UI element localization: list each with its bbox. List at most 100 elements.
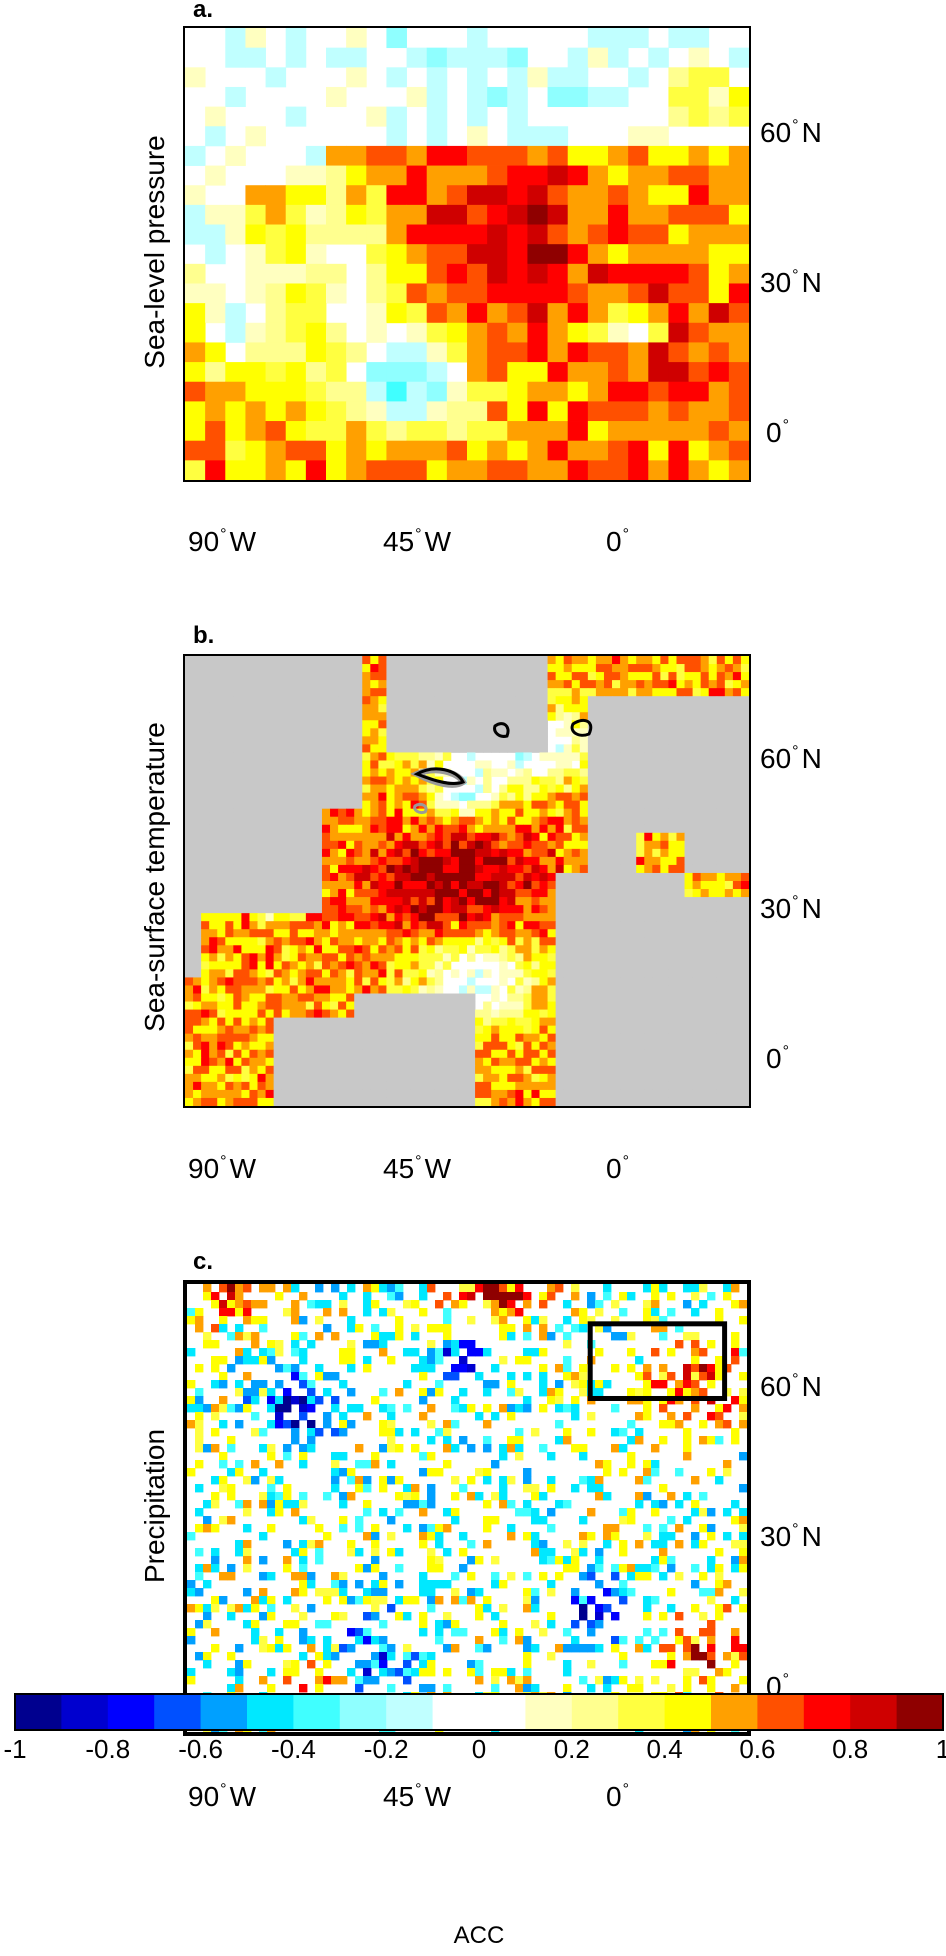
acc-grid-cell <box>395 1444 404 1453</box>
acc-grid-cell <box>289 881 299 890</box>
acc-grid-cell <box>217 969 226 978</box>
acc-grid-cell <box>243 1404 252 1413</box>
acc-grid-cell <box>668 145 689 166</box>
acc-grid-cell <box>660 656 669 665</box>
acc-grid-cell <box>507 1332 516 1341</box>
acc-grid-cell <box>297 897 307 906</box>
acc-grid-cell <box>531 720 540 729</box>
acc-grid-cell <box>644 864 653 874</box>
acc-grid-cell <box>235 1380 244 1389</box>
acc-grid-cell <box>732 1057 742 1067</box>
acc-grid-cell <box>636 1049 645 1059</box>
acc-grid-cell <box>595 688 605 697</box>
acc-grid-cell <box>273 808 283 818</box>
acc-grid-cell <box>688 303 710 324</box>
acc-grid-cell <box>483 720 492 729</box>
acc-grid-cell <box>267 1388 276 1397</box>
acc-grid-cell <box>483 1097 492 1106</box>
acc-grid-cell <box>434 1017 444 1027</box>
acc-grid-cell <box>507 1041 516 1051</box>
acc-grid-cell <box>688 283 710 304</box>
acc-grid-cell <box>330 824 339 834</box>
acc-grid-cell <box>547 937 557 946</box>
acc-grid-cell <box>628 67 649 88</box>
acc-grid-cell <box>732 840 742 850</box>
acc-grid-cell <box>691 1364 700 1373</box>
acc-grid-cell <box>692 848 702 858</box>
acc-grid-cell <box>402 1081 411 1091</box>
acc-grid-cell <box>636 977 645 986</box>
acc-grid-cell <box>403 1348 412 1357</box>
acc-grid-cell <box>467 1348 476 1357</box>
acc-grid-cell <box>265 381 287 402</box>
acc-grid-cell <box>257 1089 266 1099</box>
acc-grid-cell <box>225 856 234 866</box>
acc-grid-cell <box>507 263 528 284</box>
acc-grid-cell <box>515 1049 524 1059</box>
acc-grid-cell <box>684 864 693 874</box>
acc-grid-cell <box>612 768 621 777</box>
acc-grid-cell <box>273 768 283 777</box>
acc-grid-cell <box>608 244 629 265</box>
acc-grid-cell <box>281 840 291 850</box>
acc-grid-cell <box>305 1033 315 1043</box>
acc-grid-cell <box>723 1364 732 1373</box>
acc-grid-cell <box>225 145 246 166</box>
acc-grid-cell <box>450 872 460 882</box>
acc-grid-cell <box>426 303 448 324</box>
acc-grid-cell <box>487 421 508 442</box>
acc-grid-cell <box>708 322 730 343</box>
acc-grid-cell <box>233 889 242 898</box>
acc-grid-cell <box>225 824 234 834</box>
acc-grid-cell <box>406 145 428 166</box>
acc-grid-cell <box>539 1025 548 1035</box>
acc-grid-cell <box>233 905 242 914</box>
acc-grid-cell <box>740 672 749 681</box>
acc-grid-cell <box>346 688 355 697</box>
acc-grid-cell <box>193 808 202 818</box>
acc-grid-cell <box>531 937 540 946</box>
acc-grid-cell <box>406 440 428 461</box>
acc-grid-cell <box>547 381 569 402</box>
acc-grid-cell <box>289 945 299 954</box>
acc-grid-cell <box>362 1009 371 1019</box>
acc-grid-cell <box>434 993 444 1002</box>
acc-grid-cell <box>330 953 339 962</box>
acc-grid-cell <box>547 204 569 225</box>
acc-grid-cell <box>330 704 339 713</box>
acc-grid-cell <box>426 47 448 68</box>
acc-grid-cell <box>442 736 452 745</box>
acc-grid-cell <box>507 784 516 794</box>
acc-grid-cell <box>435 1388 444 1397</box>
acc-grid-cell <box>515 872 524 882</box>
acc-grid-cell <box>185 784 194 794</box>
acc-grid-cell <box>644 808 653 818</box>
acc-grid-cell <box>313 1041 323 1051</box>
acc-grid-cell <box>265 808 275 818</box>
acc-grid-cell <box>483 1017 492 1027</box>
acc-grid-cell <box>579 872 589 882</box>
acc-grid-cell <box>636 832 645 842</box>
acc-grid-cell <box>723 1388 732 1397</box>
acc-grid-cell <box>241 744 250 753</box>
acc-grid-cell <box>732 969 742 978</box>
acc-grid-cell <box>644 921 653 930</box>
acc-grid-cell <box>297 816 307 826</box>
acc-grid-cell <box>644 977 653 986</box>
acc-grid-cell <box>708 1001 718 1010</box>
acc-grid-cell <box>410 969 420 978</box>
acc-grid-cell <box>275 1404 284 1413</box>
acc-grid-cell <box>275 1412 284 1421</box>
acc-grid-cell <box>273 672 283 681</box>
acc-grid-cell <box>716 1097 726 1106</box>
acc-grid-cell <box>217 720 226 729</box>
acc-grid-cell <box>728 145 749 166</box>
acc-grid-cell <box>651 1300 660 1309</box>
acc-grid-cell <box>475 800 484 810</box>
acc-grid-cell <box>362 848 371 858</box>
acc-grid-cell <box>716 1033 726 1043</box>
acc-grid-cell <box>305 985 315 994</box>
acc-grid-cell <box>571 945 581 954</box>
acc-grid-cell <box>700 776 710 785</box>
acc-grid-cell <box>567 303 589 324</box>
